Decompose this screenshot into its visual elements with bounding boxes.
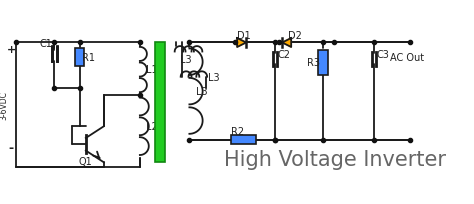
Polygon shape — [282, 39, 291, 48]
Text: C2: C2 — [278, 50, 291, 60]
Polygon shape — [237, 39, 246, 48]
Bar — [75, 49, 84, 67]
Bar — [231, 136, 256, 145]
Text: D2: D2 — [289, 31, 302, 41]
Bar — [318, 50, 328, 75]
Text: -: - — [9, 141, 14, 154]
Text: R3: R3 — [307, 58, 319, 68]
Text: +: + — [7, 44, 16, 54]
Bar — [155, 43, 165, 163]
Text: High Voltage Inverter: High Voltage Inverter — [224, 149, 446, 169]
Text: L2: L2 — [146, 122, 158, 132]
Text: R1: R1 — [82, 53, 95, 63]
Text: L3: L3 — [196, 87, 207, 97]
Text: L3: L3 — [208, 72, 220, 82]
Text: L1: L1 — [146, 64, 158, 74]
Text: D1: D1 — [237, 31, 251, 41]
Text: C1: C1 — [40, 39, 53, 49]
Text: AC Out: AC Out — [390, 53, 424, 63]
Text: 3-6VDC: 3-6VDC — [0, 91, 9, 120]
Text: R2: R2 — [231, 127, 244, 137]
Text: Q1: Q1 — [79, 156, 92, 166]
Text: L3: L3 — [181, 55, 192, 65]
Text: C3: C3 — [377, 50, 390, 60]
